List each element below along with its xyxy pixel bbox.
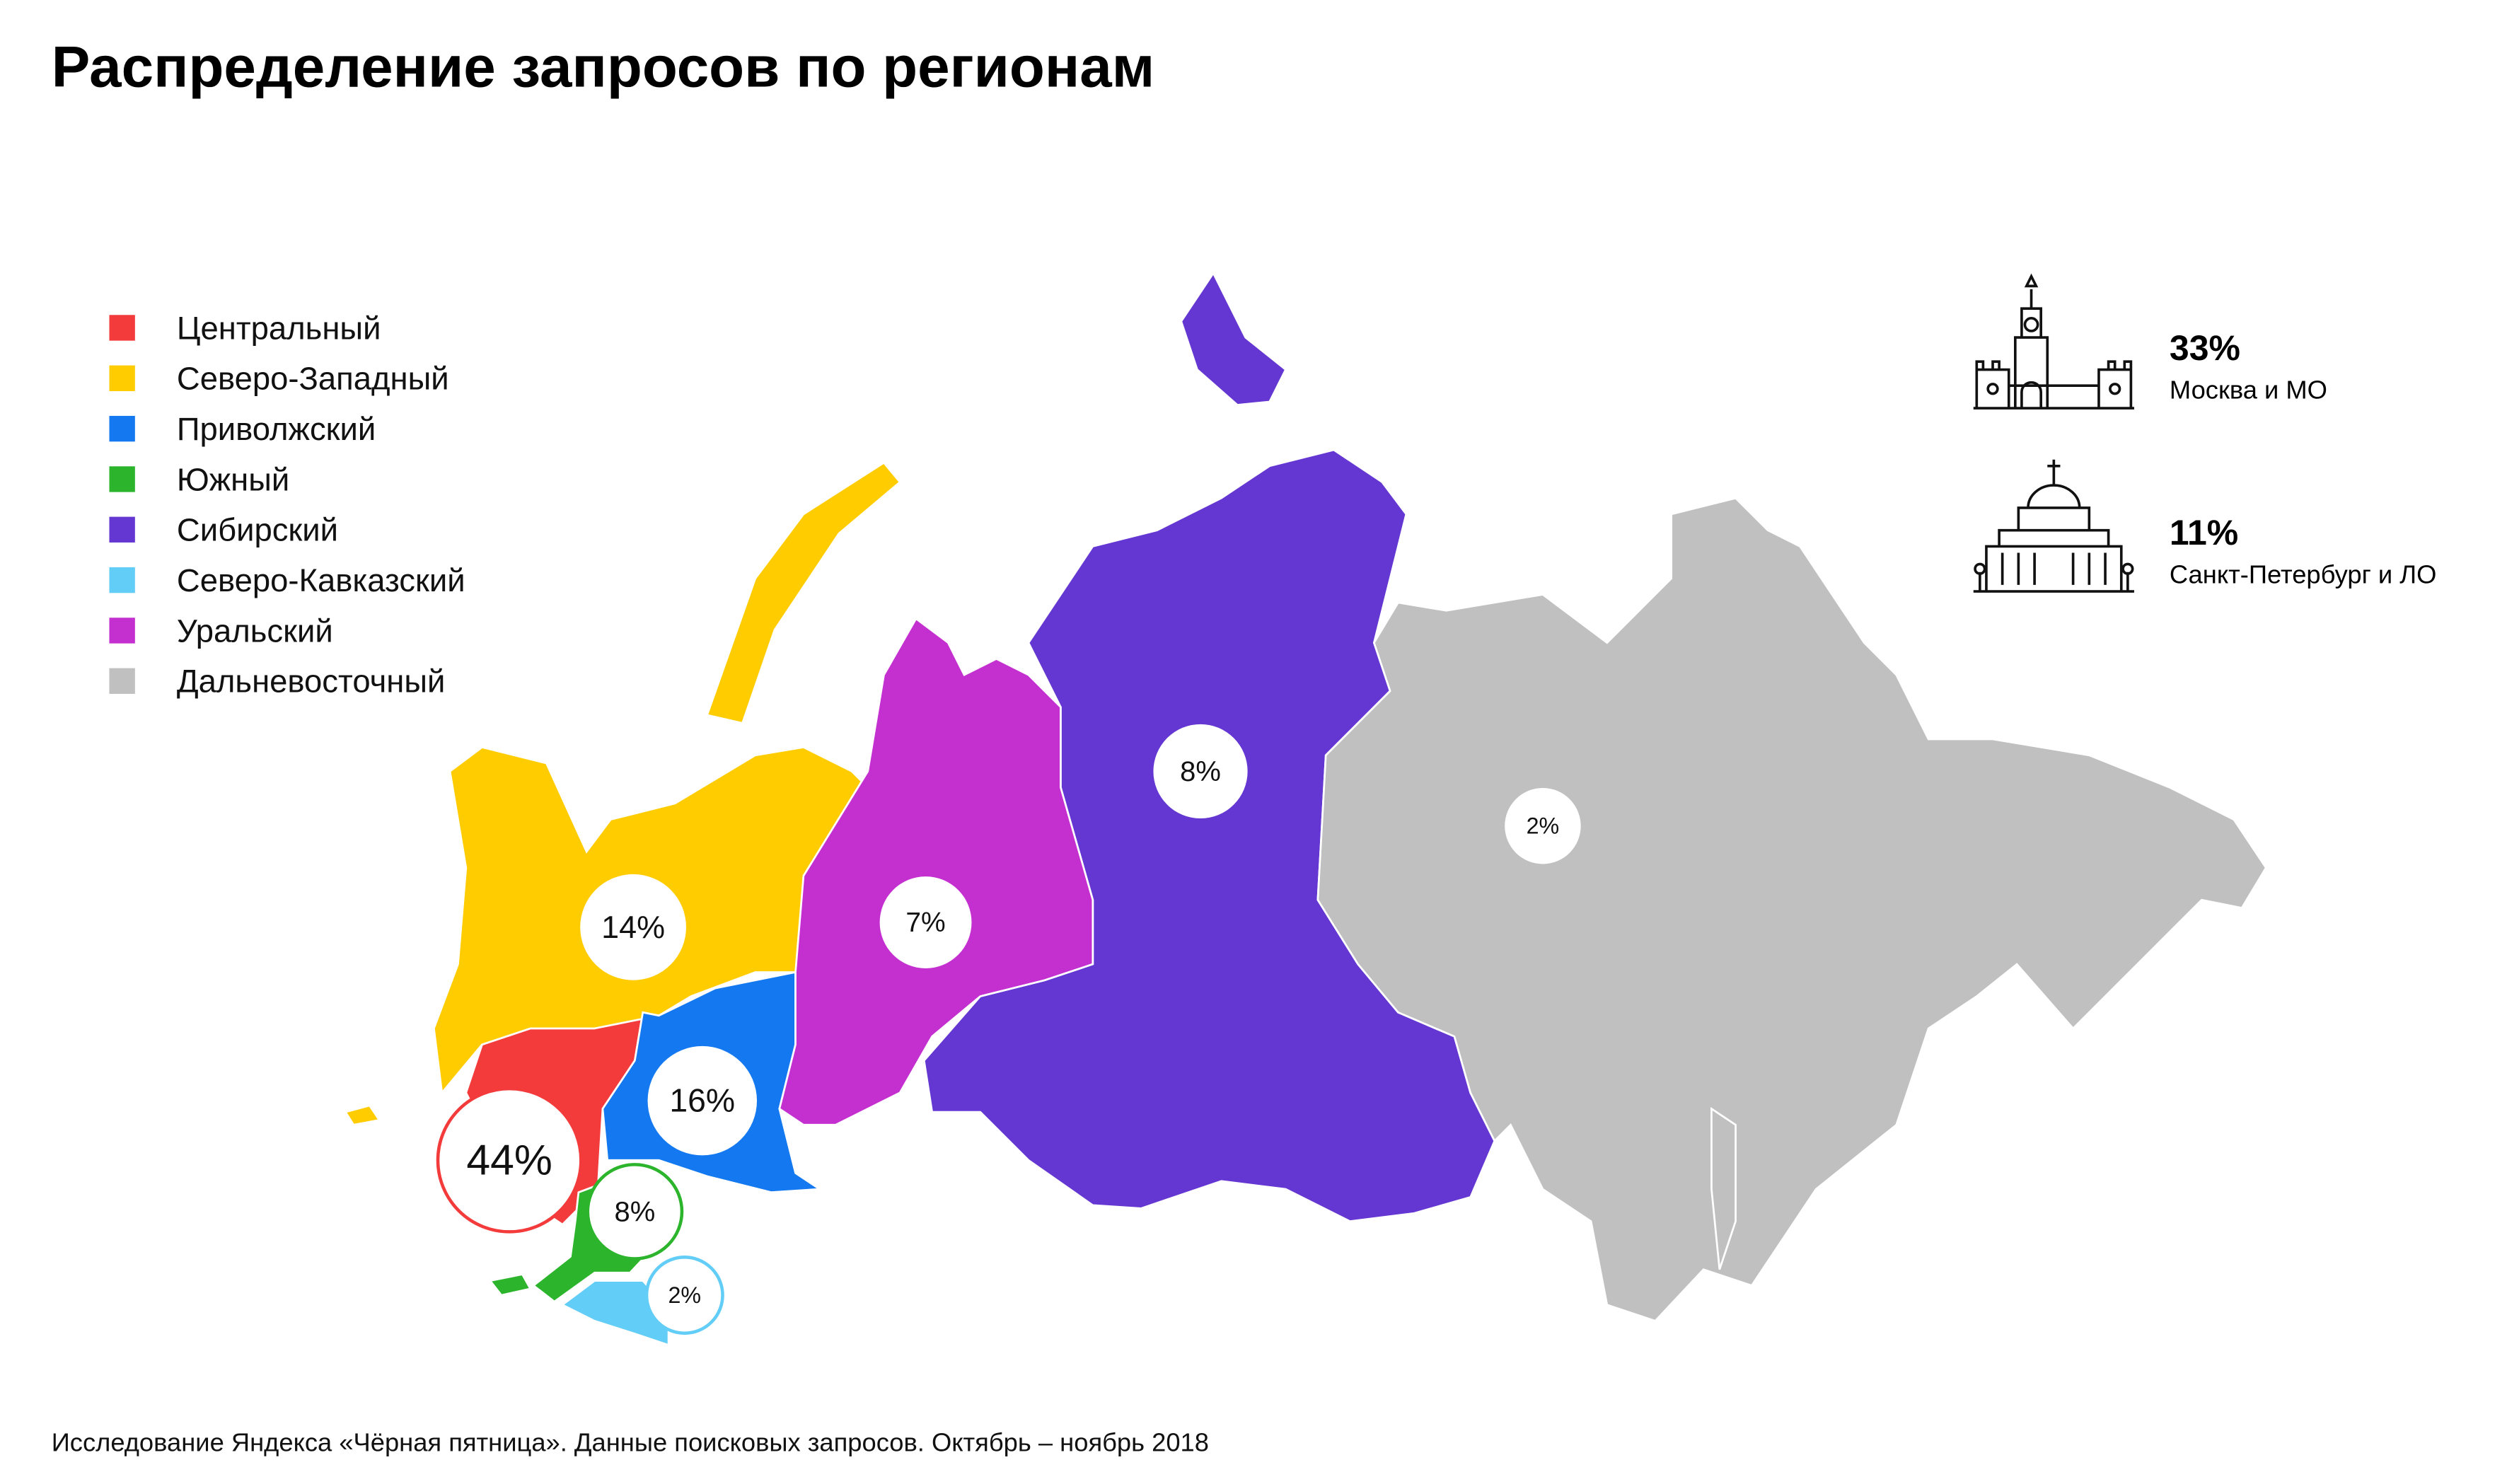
value-label: 16% xyxy=(669,1082,735,1119)
legend-swatch xyxy=(109,618,135,644)
kremlin-icon xyxy=(1973,273,2134,410)
value-bubble xyxy=(644,1256,724,1335)
region-shape xyxy=(1180,271,1287,406)
highlight-label: Санкт-Петербург и ЛО xyxy=(2170,560,2437,589)
legend: Центральный Северо-Западный Приволжский Южн… xyxy=(109,310,465,700)
value-bubble xyxy=(1505,787,1581,864)
legend-label: Уральский xyxy=(177,613,333,649)
map xyxy=(344,271,2267,1347)
region-shape xyxy=(1316,497,2267,1322)
legend-label: Центральный xyxy=(177,310,381,346)
value-bubble xyxy=(879,876,972,968)
value-bubble xyxy=(586,1163,684,1260)
highlight-value: 33% xyxy=(2170,328,2240,368)
region-shape xyxy=(488,1273,532,1297)
value-bubble xyxy=(1153,724,1248,819)
bubbles: 44% 14% 16% 8% 8% 2% 7% 2% xyxy=(436,724,1581,1335)
value-label: 44% xyxy=(466,1135,552,1183)
value-bubble xyxy=(647,1045,758,1156)
source-note: Исследование Яндекса «Чёрная пятница». Д… xyxy=(52,1427,1209,1456)
value-bubble xyxy=(580,874,686,980)
region-shape xyxy=(344,1104,381,1126)
region-shape xyxy=(778,617,1094,1126)
legend-swatch xyxy=(109,365,135,391)
legend-swatch xyxy=(109,516,135,543)
value-label: 8% xyxy=(614,1196,655,1227)
legend-swatch xyxy=(109,315,135,341)
region-shape xyxy=(1710,1106,1737,1270)
legend-swatch xyxy=(109,668,135,694)
value-label: 2% xyxy=(668,1282,701,1308)
region-shape xyxy=(705,461,902,724)
legend-swatch xyxy=(109,567,135,593)
value-label: 2% xyxy=(1527,813,1560,838)
value-label: 14% xyxy=(601,909,665,945)
legend-label: Северо-Кавказский xyxy=(177,562,465,598)
legend-swatch xyxy=(109,415,135,442)
highlight-label: Москва и МО xyxy=(2170,375,2327,404)
value-label: 8% xyxy=(1180,756,1221,787)
value-label: 7% xyxy=(905,908,945,938)
legend-swatch xyxy=(109,466,135,492)
legend-label: Приволжский xyxy=(177,411,376,447)
cathedral-icon xyxy=(1973,459,2134,593)
legend-label: Дальневосточный xyxy=(177,663,445,700)
highlight-value: 11% xyxy=(2170,513,2238,552)
title: Распределение запросов по регионам xyxy=(52,35,1155,100)
legend-label: Сибирский xyxy=(177,512,338,548)
value-bubble xyxy=(436,1086,583,1234)
legend-label: Северо-Западный xyxy=(177,361,449,397)
legend-label: Южный xyxy=(177,461,289,497)
